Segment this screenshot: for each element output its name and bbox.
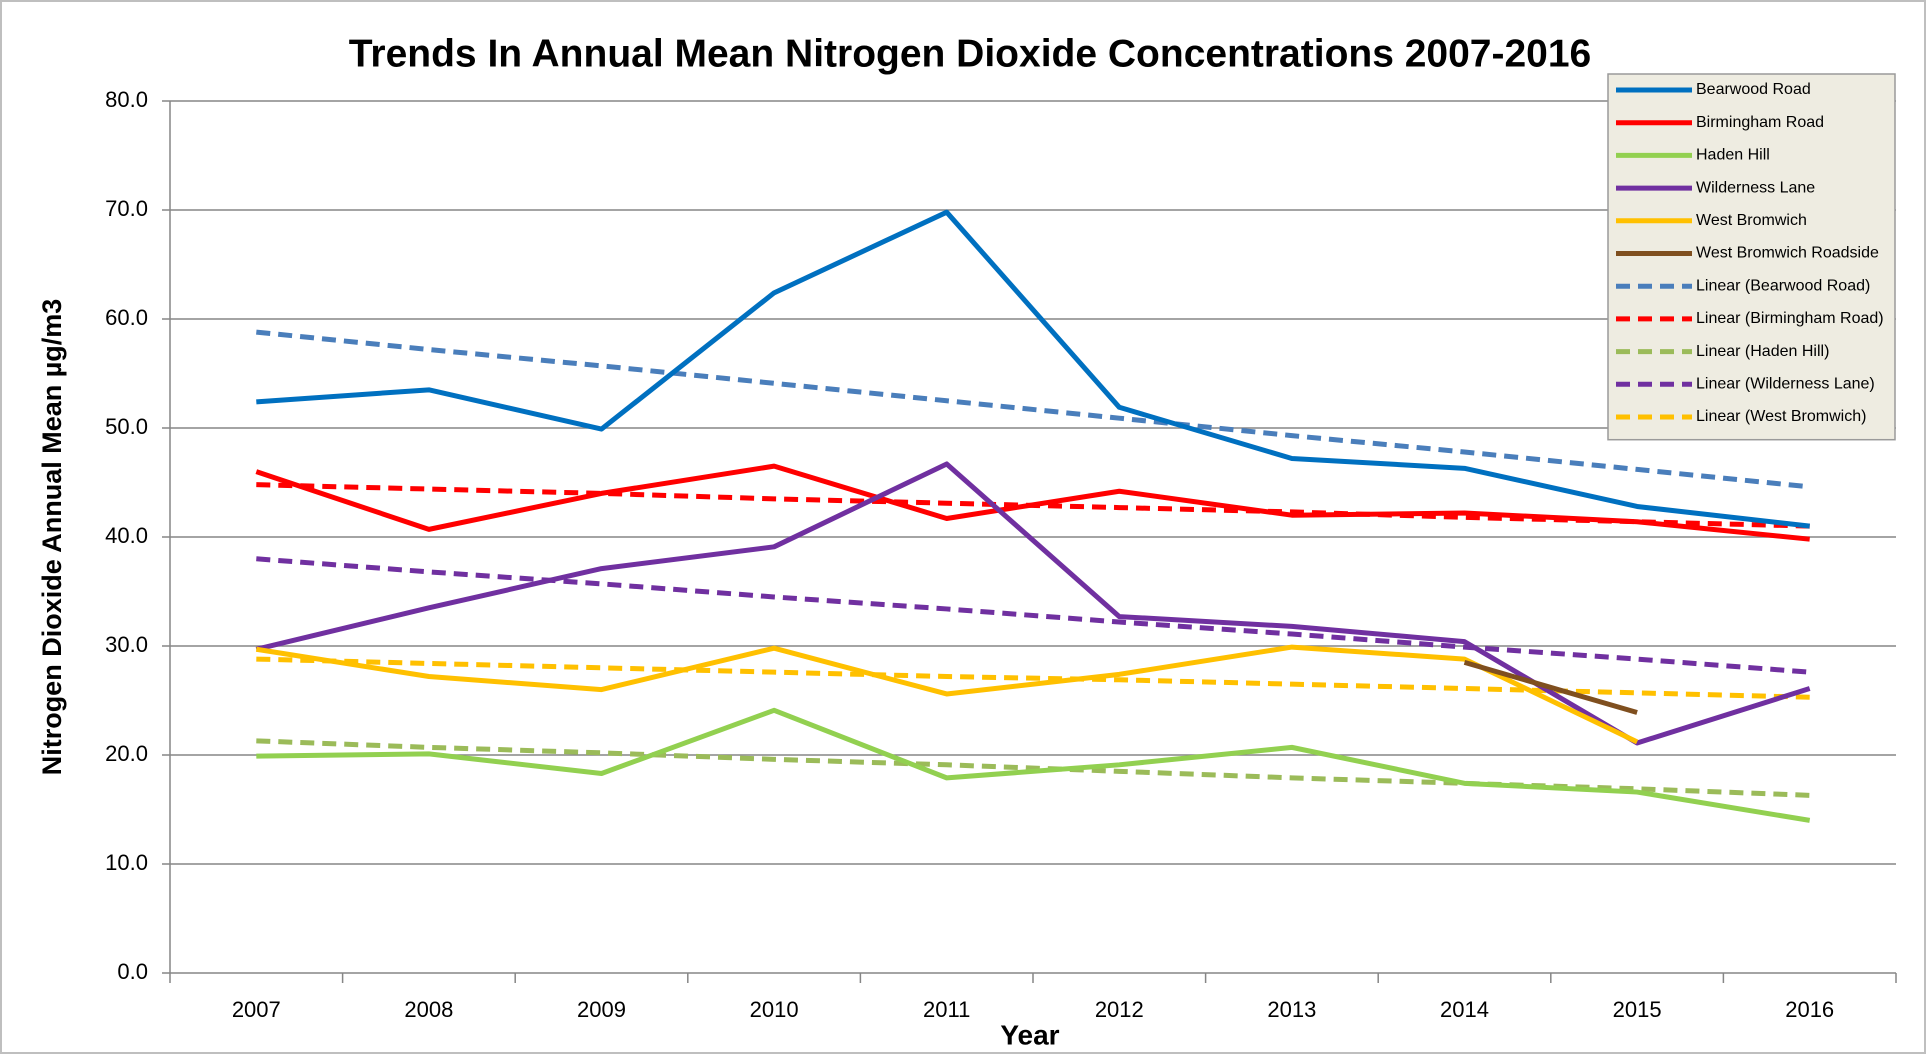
legend-label: West Bromwich bbox=[1696, 212, 1807, 229]
x-tick-label: 2011 bbox=[923, 997, 970, 1022]
legend-label: Birmingham Road bbox=[1696, 114, 1824, 131]
x-tick-label: 2007 bbox=[232, 997, 281, 1022]
series-line bbox=[256, 656, 1810, 700]
y-tick-label: 0.0 bbox=[117, 959, 148, 984]
y-tick-label: 20.0 bbox=[105, 741, 148, 766]
x-axis-label: Year bbox=[1000, 1019, 1059, 1050]
legend-label: Linear (West Bromwich) bbox=[1696, 408, 1866, 425]
x-tick-label: 2012 bbox=[1095, 997, 1144, 1022]
y-tick-label: 50.0 bbox=[105, 414, 148, 439]
x-tick-label: 2008 bbox=[404, 997, 453, 1022]
legend-label: Bearwood Road bbox=[1696, 81, 1811, 98]
legend-box bbox=[1607, 73, 1896, 441]
legend: Bearwood Road Birmingham Road Haden Hill Wi… bbox=[1607, 73, 1896, 441]
legend-label: Linear (Bearwood Road) bbox=[1696, 277, 1870, 294]
y-axis-label: Nitrogen Dioxide Annual Mean µg/m3 bbox=[37, 299, 67, 776]
y-tick-label: 70.0 bbox=[105, 196, 148, 221]
legend-label: West Bromwich Roadside bbox=[1696, 245, 1879, 262]
y-tick-label: 10.0 bbox=[105, 850, 148, 875]
x-tick-label: 2015 bbox=[1613, 997, 1662, 1022]
series-line bbox=[256, 738, 1810, 798]
series-line bbox=[256, 707, 1811, 823]
legend-label: Linear (Birmingham Road) bbox=[1696, 310, 1884, 327]
x-tick-label: 2016 bbox=[1785, 997, 1834, 1022]
series-line bbox=[256, 556, 1810, 675]
x-tick-label: 2010 bbox=[750, 997, 799, 1022]
y-tick-label: 40.0 bbox=[105, 523, 148, 548]
series-line bbox=[255, 644, 1639, 745]
series-line bbox=[1463, 659, 1638, 715]
x-tick-label: 2013 bbox=[1267, 997, 1316, 1022]
series-line bbox=[256, 209, 1810, 529]
series-line bbox=[255, 463, 1810, 542]
y-tick-label: 80.0 bbox=[105, 87, 148, 112]
legend-label: Linear (Wilderness Lane) bbox=[1696, 376, 1875, 393]
series-line bbox=[255, 461, 1811, 746]
legend-label: Linear (Haden Hill) bbox=[1696, 343, 1829, 360]
legend-label: Haden Hill bbox=[1696, 147, 1770, 164]
x-tick-label: 2014 bbox=[1440, 997, 1489, 1022]
y-tick-label: 60.0 bbox=[105, 305, 148, 330]
series-line bbox=[256, 329, 1810, 490]
y-tick-label: 30.0 bbox=[105, 632, 148, 657]
chart-title: Trends In Annual Mean Nitrogen Dioxide C… bbox=[349, 32, 1592, 75]
x-tick-label: 2009 bbox=[577, 997, 626, 1022]
legend-label: Wilderness Lane bbox=[1696, 179, 1815, 196]
